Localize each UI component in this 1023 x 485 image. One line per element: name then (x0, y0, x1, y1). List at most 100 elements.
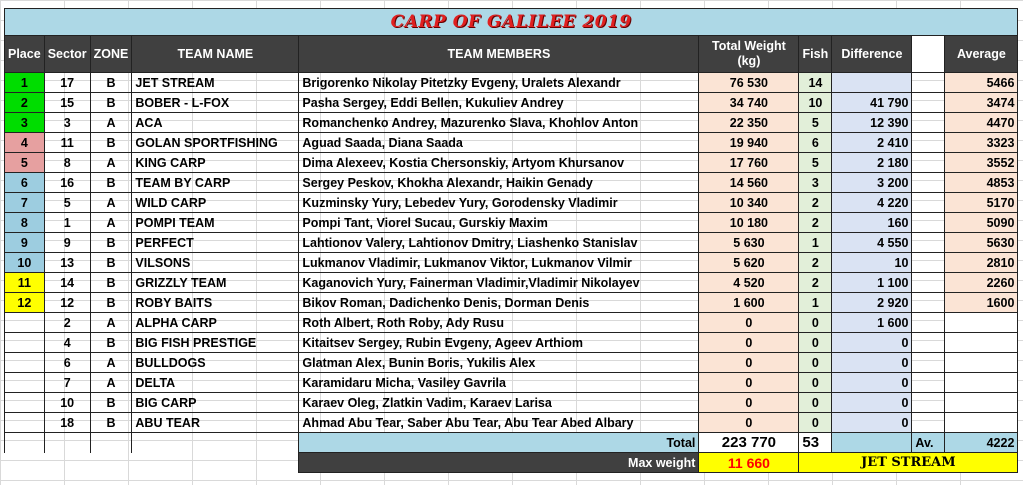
place-cell (4, 352, 45, 373)
sector-cell: 14 (43, 272, 91, 293)
table-row: 11 14 B GRIZZLY TEAM Kaganovich Yury, Fainer… (4, 272, 1019, 293)
difference-cell (831, 72, 913, 93)
place-cell: 10 (4, 252, 45, 273)
blank-cell (911, 192, 946, 213)
team-name-cell: WILD CARP (131, 192, 300, 213)
zone-cell: A (89, 212, 133, 233)
header-blank (911, 35, 946, 73)
weight-cell: 5 630 (698, 232, 800, 253)
table-row: 10 13 B VILSONS Lukmanov Vladimir, Lukmanov … (4, 252, 1019, 273)
difference-cell: 10 (831, 252, 913, 273)
blank-cell (911, 332, 946, 353)
place-cell: 2 (4, 92, 45, 113)
average-cell: 5466 (944, 72, 1019, 93)
place-cell: 3 (4, 112, 45, 133)
team-members-cell: Glatman Alex, Bunin Boris, Yukilis Alex (298, 352, 700, 373)
average-cell: 1600 (944, 292, 1019, 313)
team-members-cell: Roth Albert, Roth Roby, Ady Rusu (298, 312, 700, 333)
team-members-cell: Ahmad Abu Tear, Saber Abu Tear, Abu Tear… (298, 412, 700, 433)
zone-cell: A (89, 372, 133, 393)
average-label: Av. (911, 432, 946, 453)
table-row: 1 17 B JET STREAM Brigorenko Nikolay Pitetzk… (4, 72, 1019, 93)
header-team-name: TEAM NAME (131, 35, 300, 73)
team-members-cell: Romanchenko Andrey, Mazurenko Slava, Kho… (298, 112, 700, 133)
fish-cell: 10 (798, 92, 833, 113)
average-cell: 5090 (944, 212, 1019, 233)
fish-cell: 3 (798, 172, 833, 193)
team-name-cell: ALPHA CARP (131, 312, 300, 333)
team-members-cell: Kuzminsky Yury, Lebedev Yury, Gorodensky… (298, 192, 700, 213)
team-name-cell: DELTA (131, 372, 300, 393)
place-cell (4, 372, 45, 393)
team-name-cell: BIG CARP (131, 392, 300, 413)
fish-cell: 5 (798, 112, 833, 133)
header-zone: ZONE (89, 35, 133, 73)
team-members-cell: Brigorenko Nikolay Pitetzky Evgeny, Ural… (298, 72, 700, 93)
table-row: 8 1 A POMPI TEAM Pompi Tant, Viorel Sucau, G… (4, 212, 1019, 233)
fish-cell: 0 (798, 412, 833, 433)
sector-cell: 17 (43, 72, 91, 93)
zone-cell: A (89, 352, 133, 373)
sector-cell: 6 (43, 352, 91, 373)
sector-cell: 2 (43, 312, 91, 333)
place-cell (4, 412, 45, 433)
weight-cell: 0 (698, 312, 800, 333)
total-weight: 223 770 (698, 432, 800, 453)
header-sector: Sector (43, 35, 91, 73)
total-label: Total (298, 432, 700, 453)
place-cell: 12 (4, 292, 45, 313)
place-cell (4, 392, 45, 413)
fish-cell: 0 (798, 352, 833, 373)
sector-cell: 10 (43, 392, 91, 413)
sector-cell: 18 (43, 412, 91, 433)
team-name-cell: TEAM BY CARP (131, 172, 300, 193)
team-members-cell: Lukmanov Vladimir, Lukmanov Viktor, Lukm… (298, 252, 700, 273)
weight-cell: 4 520 (698, 272, 800, 293)
average-cell (944, 372, 1019, 393)
blank-cell (911, 132, 946, 153)
place-cell: 6 (4, 172, 45, 193)
zone-cell: B (89, 92, 133, 113)
average-cell (944, 332, 1019, 353)
zone-cell: B (89, 412, 133, 433)
sector-cell: 11 (43, 132, 91, 153)
average-cell: 4470 (944, 112, 1019, 133)
average-cell (944, 392, 1019, 413)
sector-cell: 3 (43, 112, 91, 133)
fish-cell: 1 (798, 292, 833, 313)
blank-cell (911, 392, 946, 413)
average-cell: 3323 (944, 132, 1019, 153)
fish-cell: 2 (798, 192, 833, 213)
weight-cell: 14 560 (698, 172, 800, 193)
fish-cell: 0 (798, 392, 833, 413)
zone-cell: A (89, 112, 133, 133)
blank-cell (911, 212, 946, 233)
zone-cell: B (89, 132, 133, 153)
place-cell: 8 (4, 212, 45, 233)
place-cell (4, 312, 45, 333)
fish-cell: 0 (798, 372, 833, 393)
table-row: 3 3 A ACA Romanchenko Andrey, Mazurenko Slav… (4, 112, 1019, 133)
difference-cell: 4 550 (831, 232, 913, 253)
weight-cell: 1 600 (698, 292, 800, 313)
fish-cell: 0 (798, 312, 833, 333)
average-cell: 5170 (944, 192, 1019, 213)
total-fish: 53 (798, 432, 833, 453)
results-table: CARP OF GALILEE 2019 Place Sector ZONE T… (3, 8, 1019, 473)
fish-cell: 1 (798, 232, 833, 253)
difference-cell: 2 920 (831, 292, 913, 313)
team-members-cell: Lahtionov Valery, Lahtionov Dmitry, Lias… (298, 232, 700, 253)
weight-cell: 0 (698, 332, 800, 353)
table-row: 4 B BIG FISH PRESTIGE Kitaitsev Sergey, Rub… (4, 332, 1019, 353)
table-row: 5 8 A KING CARP Dima Alexeev, Kostia Cherson… (4, 152, 1019, 173)
average-cell: 2260 (944, 272, 1019, 293)
blank-cell (911, 272, 946, 293)
sector-cell: 12 (43, 292, 91, 313)
team-name-cell: ABU TEAR (131, 412, 300, 433)
difference-cell: 12 390 (831, 112, 913, 133)
max-weight-row: Max weight 11 660 JET STREAM (5, 452, 1019, 473)
blank-cell (911, 412, 946, 433)
blank-cell (911, 352, 946, 373)
sector-cell: 16 (43, 172, 91, 193)
